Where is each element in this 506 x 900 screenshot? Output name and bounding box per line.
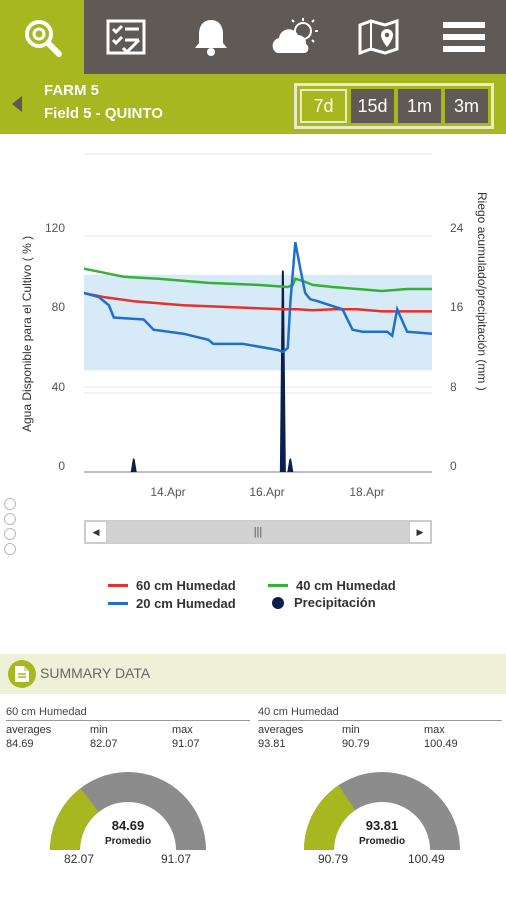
gauge-value: 84.69 bbox=[112, 818, 145, 833]
nav-map[interactable] bbox=[337, 0, 421, 74]
legend-label: Precipitación bbox=[294, 595, 376, 610]
search-icon bbox=[25, 20, 63, 57]
panel-title: 60 cm Humedad bbox=[6, 706, 250, 721]
legend-swatch bbox=[108, 602, 128, 605]
map-icon bbox=[358, 18, 399, 56]
nav-search[interactable] bbox=[0, 0, 85, 74]
optimal-range-band bbox=[84, 274, 432, 371]
stat-label: min bbox=[90, 724, 108, 736]
series-line-20cm bbox=[83, 241, 433, 354]
stat-label: max bbox=[424, 724, 445, 736]
stat-value: 91.07 bbox=[172, 738, 200, 750]
y-right-axis-label: Riego acumulado/precipitación (mm ) bbox=[475, 192, 489, 391]
chart-scrollbar[interactable]: ◀ ||| ▶ bbox=[84, 520, 432, 544]
y-left-tick: 120 bbox=[45, 221, 65, 235]
stat-value: 100.49 bbox=[424, 738, 458, 750]
weather-icon bbox=[272, 18, 319, 53]
nav-alerts[interactable] bbox=[169, 0, 253, 74]
gauge-min-label: 82.07 bbox=[64, 852, 95, 866]
panel-title: 40 cm Humedad bbox=[258, 706, 502, 721]
legend-swatch bbox=[108, 584, 128, 587]
gauge-caption: Promedio bbox=[359, 836, 405, 847]
scroll-right-arrow-icon[interactable]: ▶ bbox=[409, 521, 431, 543]
gauge-40cm: 93.81 Promedio bbox=[304, 772, 460, 850]
gauge-fill bbox=[50, 788, 99, 850]
summary-panel-60cm: 60 cm Humedad averages min max 84.69 82.… bbox=[6, 706, 250, 751]
legend-swatch bbox=[272, 596, 284, 609]
pager-dot[interactable] bbox=[4, 543, 16, 555]
legend-label: 40 cm Humedad bbox=[296, 578, 396, 593]
nav-checklist[interactable] bbox=[84, 0, 168, 74]
panel-stats: averages min max 93.81 90.79 100.49 bbox=[258, 721, 502, 751]
legend-item-40cm[interactable]: 40 cm Humedad bbox=[268, 578, 396, 593]
x-tick: 14.Apr bbox=[150, 485, 185, 499]
series-line-40cm bbox=[83, 267, 432, 293]
nav-menu[interactable] bbox=[422, 0, 506, 74]
stat-value: 84.69 bbox=[6, 738, 34, 750]
pager-dot[interactable] bbox=[4, 513, 16, 525]
series-line-60cm bbox=[83, 291, 432, 313]
precipitation-bar bbox=[279, 270, 286, 472]
checklist-icon bbox=[106, 19, 146, 55]
legend-item-20cm[interactable]: 20 cm Humedad bbox=[108, 596, 236, 611]
scroll-thumb[interactable]: ||| bbox=[107, 521, 409, 543]
gauge-caption: Promedio bbox=[105, 836, 151, 847]
document-icon bbox=[8, 660, 36, 688]
gauge-track bbox=[304, 772, 460, 850]
y-left-tick: 40 bbox=[52, 380, 66, 394]
back-arrow-icon[interactable] bbox=[12, 96, 22, 112]
x-tick: 18.Apr bbox=[349, 485, 384, 499]
stat-label: min bbox=[342, 724, 360, 736]
legend-item-60cm[interactable]: 60 cm Humedad bbox=[108, 578, 236, 593]
gauge-track bbox=[50, 772, 206, 850]
legend-label: 20 cm Humedad bbox=[136, 596, 236, 611]
farm-name: FARM 5 bbox=[44, 82, 100, 99]
gauge-min-label: 90.79 bbox=[318, 852, 349, 866]
scroll-left-arrow-icon[interactable]: ◀ bbox=[85, 521, 107, 543]
precipitation-bar bbox=[130, 458, 137, 472]
x-tick: 16.Apr bbox=[249, 485, 284, 499]
pager-dot[interactable] bbox=[4, 528, 16, 540]
top-nav bbox=[0, 0, 506, 74]
pager-dot[interactable] bbox=[4, 498, 16, 510]
summary-panel-40cm: 40 cm Humedad averages min max 93.81 90.… bbox=[258, 706, 502, 751]
y-left-tick: 80 bbox=[52, 300, 66, 314]
precipitation-bar bbox=[287, 458, 294, 472]
y-left-tick: 0 bbox=[58, 459, 65, 473]
chart-pager bbox=[4, 498, 16, 558]
summary-title: SUMMARY DATA bbox=[40, 665, 151, 681]
y-right-tick: 8 bbox=[450, 380, 457, 394]
gauge-fill bbox=[304, 785, 356, 850]
gauge-value: 93.81 bbox=[366, 818, 399, 833]
range-1m-button[interactable]: 1m bbox=[398, 89, 441, 123]
stat-value: 82.07 bbox=[90, 738, 118, 750]
range-15d-button[interactable]: 15d bbox=[351, 89, 394, 123]
y-right-tick: 16 bbox=[450, 300, 464, 314]
gauge-60cm: 84.69 Promedio bbox=[50, 772, 206, 850]
gauge-max-label: 100.49 bbox=[408, 852, 445, 866]
summary-header: SUMMARY DATA bbox=[0, 654, 506, 694]
panel-stats: averages min max 84.69 82.07 91.07 bbox=[6, 721, 250, 751]
stat-label: averages bbox=[258, 724, 304, 736]
range-selector: 7d 15d 1m 3m bbox=[294, 83, 494, 129]
menu-icon bbox=[442, 22, 485, 52]
legend-item-precip[interactable]: Precipitación bbox=[268, 595, 376, 610]
legend-label: 60 cm Humedad bbox=[136, 578, 236, 593]
gauge-max-label: 91.07 bbox=[161, 852, 192, 866]
moisture-chart: 120 80 40 0 24 16 8 0 14.Apr 16.Apr 18.A… bbox=[20, 153, 489, 499]
bell-icon bbox=[194, 20, 227, 56]
stat-label: max bbox=[172, 724, 193, 736]
y-left-axis-label: Agua Disponible para el Cultivo ( % ) bbox=[20, 236, 34, 432]
y-right-tick: 24 bbox=[450, 221, 464, 235]
nav-weather[interactable] bbox=[253, 0, 337, 74]
range-3m-button[interactable]: 3m bbox=[445, 89, 488, 123]
range-7d-button[interactable]: 7d bbox=[300, 89, 347, 123]
legend-swatch bbox=[268, 584, 288, 587]
stat-value: 90.79 bbox=[342, 738, 370, 750]
y-right-tick: 0 bbox=[450, 459, 457, 473]
stat-value: 93.81 bbox=[258, 738, 286, 750]
stat-label: averages bbox=[6, 724, 52, 736]
field-name: Field 5 - QUINTO bbox=[44, 105, 163, 122]
